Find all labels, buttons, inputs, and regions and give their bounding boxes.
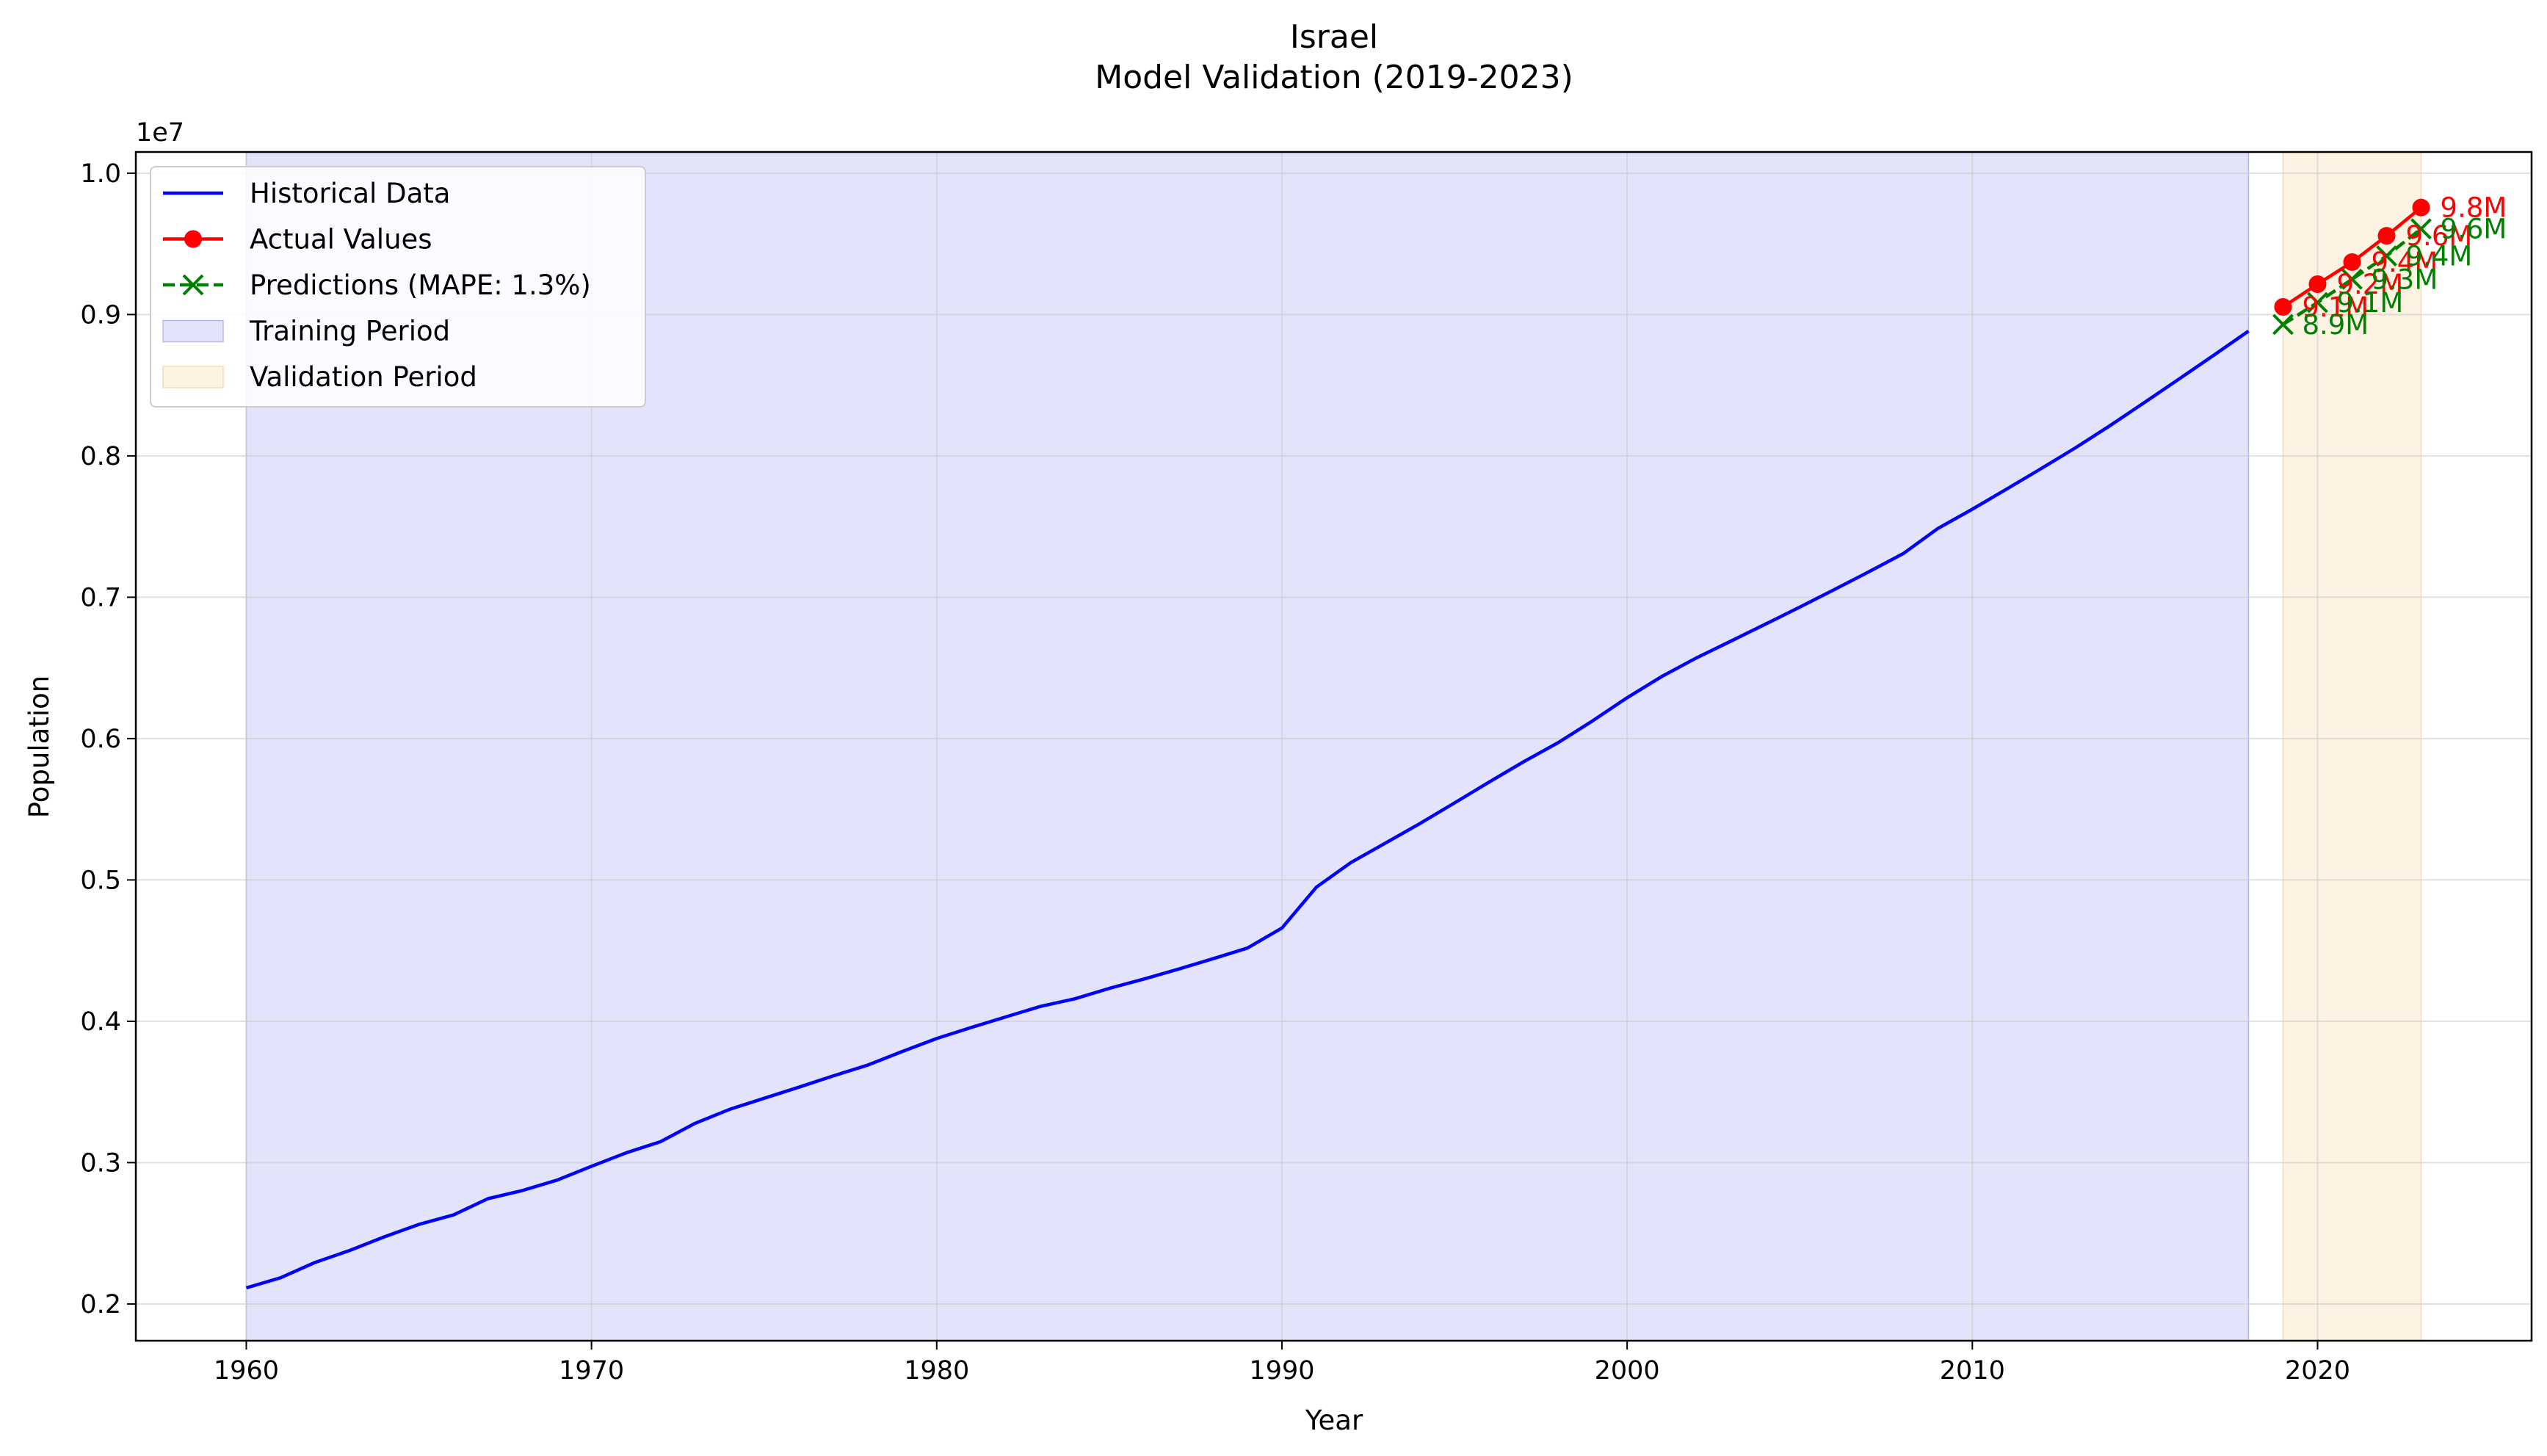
legend-label-predictions-mape-1-3: Predictions (MAPE: 1.3%): [250, 269, 591, 301]
y-tick-label: 0.7: [80, 583, 121, 612]
y-tick-label: 0.5: [80, 866, 121, 895]
data-label-prediction: 8.9M: [2302, 309, 2369, 341]
data-label-prediction: 9.3M: [2372, 264, 2438, 295]
legend-swatch-validation-period: [162, 366, 224, 388]
data-point-actual: [2377, 227, 2396, 245]
data-point-actual: [2412, 198, 2430, 217]
y-tick-label: 1.0: [80, 159, 121, 189]
data-label-actual: 9.1M: [2302, 291, 2369, 323]
data-point-prediction: [2410, 218, 2432, 240]
data-label-actual: 9.6M: [2406, 220, 2473, 252]
legend-marker-predictions-mape-1-3: [182, 274, 204, 296]
data-point-prediction: [2307, 291, 2328, 314]
y-tick-label: 0.4: [80, 1007, 121, 1037]
plot-frame: [134, 151, 2533, 1342]
y-tick-label: 0.2: [80, 1290, 121, 1319]
x-tick-label: 2000: [1595, 1356, 1660, 1386]
x-tick-label: 1960: [214, 1356, 279, 1386]
data-label-actual: 9.4M: [2372, 247, 2438, 278]
data-point-actual: [2308, 275, 2327, 293]
y-offset-label: 1e7: [136, 118, 184, 148]
chart-subtitle: Model Validation (2019-2023): [1095, 59, 1573, 96]
legend-swatch-training-period: [162, 319, 224, 343]
series-line-historical-data: [245, 330, 2250, 1290]
x-tick-label: 1990: [1249, 1356, 1314, 1386]
data-point-actual: [2343, 253, 2361, 271]
legend-label-training-period: Training Period: [249, 316, 450, 347]
chart-title: Israel: [1290, 18, 1378, 56]
y-axis-title: Population: [23, 676, 55, 818]
legend-label-actual-values: Actual Values: [250, 224, 432, 256]
data-point-actual: [2274, 297, 2292, 316]
x-axis-title: Year: [1305, 1405, 1363, 1436]
data-point-prediction: [2272, 314, 2294, 336]
x-tick-label: 2020: [2285, 1356, 2350, 1386]
y-tick-label: 0.8: [80, 442, 121, 471]
region-validation-period: [2282, 151, 2422, 1341]
data-point-prediction: [2376, 245, 2397, 267]
x-tick-label: 1980: [904, 1356, 969, 1386]
data-label-prediction: 9.1M: [2336, 287, 2403, 319]
annotations-layer: 9.1M9.2M9.4M9.6M9.8M 8.9M9.1M9.3M9.4M9.6M: [2302, 192, 2507, 341]
data-label-prediction: 9.4M: [2406, 240, 2473, 272]
y-tick-label: 0.3: [80, 1148, 121, 1178]
series-layer: [245, 198, 2432, 1290]
y-tick-label: 0.9: [80, 300, 121, 330]
legend-box: [150, 166, 646, 408]
series-line-predictions-mape-1-3: [2282, 227, 2422, 326]
data-label-prediction: 9.6M: [2441, 214, 2507, 245]
x-tick-label: 2010: [1940, 1356, 2005, 1386]
x-tick-label: 1970: [559, 1356, 624, 1386]
data-label-actual: 9.8M: [2441, 192, 2507, 224]
data-label-actual: 9.2M: [2336, 269, 2403, 300]
y-tick-label: 0.6: [80, 725, 121, 754]
x-axis: 1960 1970 1980 1990 2000 2010 2020: [214, 1341, 2350, 1386]
data-point-prediction: [2341, 268, 2363, 290]
legend-marker-actual-values: [184, 230, 202, 248]
legend-label-historical-data: Historical Data: [250, 178, 450, 209]
legend-label-validation-period: Validation Period: [250, 361, 477, 393]
legend: Historical Data Actual Values Predictions …: [150, 166, 646, 408]
y-axis: 0.2 0.3 0.4 0.5 0.6 0.7 0.8 0.9 1.0: [80, 159, 136, 1319]
